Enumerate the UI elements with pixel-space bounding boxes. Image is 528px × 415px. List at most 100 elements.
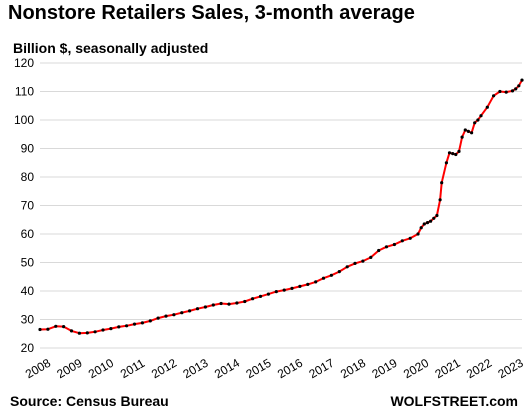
y-tick-label: 80 (21, 170, 35, 184)
x-tick-label: 2012 (149, 356, 179, 382)
data-point (219, 301, 223, 306)
data-point (408, 236, 412, 240)
x-axis-ticks: 2008 2009 2010 2011 2012 2013 2014 2015 2016 2017… (23, 356, 526, 382)
x-tick-label: 2018 (338, 356, 368, 382)
data-point (438, 198, 442, 202)
data-point (353, 261, 357, 265)
data-point (510, 89, 515, 93)
x-tick-label: 2013 (180, 356, 210, 382)
source-note: Source: Census Bureau (10, 393, 169, 409)
data-point (38, 327, 42, 332)
data-point (416, 232, 420, 236)
data-point (274, 290, 278, 294)
data-point (298, 284, 302, 288)
y-tick-label: 50 (21, 256, 35, 270)
x-tick-label: 2011 (118, 356, 148, 381)
data-point (384, 245, 389, 249)
data-point (457, 149, 461, 153)
data-point (314, 280, 318, 284)
x-tick-label: 2019 (369, 356, 399, 382)
data-point (329, 273, 333, 277)
data-point (451, 152, 455, 156)
y-tick-label: 40 (21, 284, 35, 298)
data-point (504, 90, 508, 94)
data-point (485, 105, 489, 109)
y-tick-label: 120 (14, 56, 34, 70)
x-tick-label: 2020 (401, 356, 431, 382)
chart-subtitle: Billion $, seasonally adjusted (13, 40, 209, 56)
data-point (435, 213, 439, 218)
data-point (109, 327, 113, 331)
x-tick-label: 2022 (464, 356, 494, 382)
y-tick-label: 70 (21, 199, 35, 213)
data-point (195, 307, 200, 311)
data-point (101, 328, 105, 332)
data-point (369, 255, 373, 259)
data-point (180, 311, 184, 315)
data-point (258, 294, 263, 298)
data-point (69, 329, 74, 333)
data-point (172, 313, 176, 317)
data-point (77, 331, 81, 335)
y-axis-ticks: 20 30 40 50 60 70 80 90 100 110 120 (14, 56, 34, 355)
data-point (440, 181, 444, 185)
data-point (400, 239, 404, 243)
data-point (476, 118, 480, 122)
data-point (321, 276, 326, 280)
x-tick-label: 2014 (212, 356, 242, 382)
data-point (419, 226, 423, 230)
y-tick-label: 30 (21, 313, 35, 327)
data-point (227, 302, 231, 306)
data-point (290, 286, 294, 290)
grid-lines (40, 62, 522, 349)
data-point (125, 324, 129, 328)
data-point (235, 301, 239, 305)
data-point (463, 128, 467, 132)
data-point (520, 78, 524, 82)
data-point (479, 114, 483, 118)
data-point (466, 129, 470, 133)
x-tick-label: 2008 (23, 356, 53, 382)
data-point (470, 131, 474, 135)
data-point (345, 265, 349, 269)
data-point (156, 316, 160, 320)
data-point (306, 282, 310, 286)
data-point (514, 87, 518, 91)
data-point (392, 242, 396, 247)
data-point (54, 324, 58, 328)
x-tick-label: 2023 (495, 356, 525, 382)
chart-title: Nonstore Retailers Sales, 3-month averag… (8, 2, 415, 24)
data-point (444, 161, 448, 165)
y-tick-label: 110 (15, 85, 34, 99)
data-point (211, 303, 215, 307)
data-point (337, 270, 341, 274)
data-point (148, 319, 152, 323)
brand-label: WOLFSTREET.com (390, 393, 518, 409)
y-tick-label: 100 (14, 113, 34, 127)
data-point (164, 314, 168, 318)
data-point (498, 89, 502, 94)
data-point (432, 216, 436, 220)
data-point (266, 292, 270, 296)
series-line (39, 79, 523, 335)
data-point (492, 94, 496, 98)
data-point (425, 221, 430, 225)
data-point (517, 84, 521, 88)
x-tick-label: 2010 (86, 356, 116, 382)
x-tick-label: 2021 (432, 356, 462, 382)
data-point (251, 297, 255, 301)
x-tick-label: 2017 (306, 356, 336, 382)
data-point (429, 219, 433, 223)
series-group (38, 78, 524, 335)
data-point (140, 321, 144, 325)
data-point (85, 331, 89, 335)
data-point (62, 325, 66, 329)
data-point (454, 152, 458, 157)
data-point (46, 327, 50, 331)
data-point (361, 259, 365, 263)
data-point (93, 330, 97, 334)
y-tick-label: 20 (21, 341, 35, 355)
x-tick-label: 2009 (54, 356, 84, 382)
data-point (377, 248, 381, 253)
